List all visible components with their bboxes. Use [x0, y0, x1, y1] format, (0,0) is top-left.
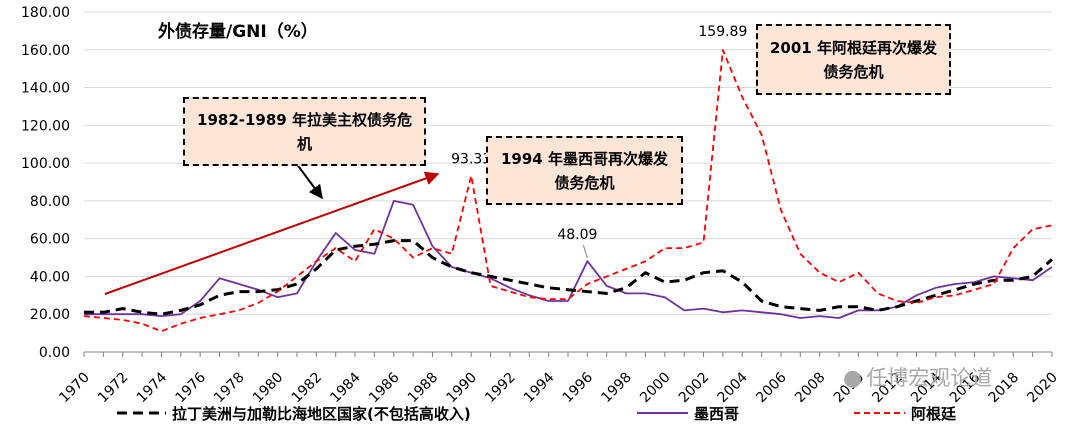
x-tick-label: 1998: [598, 370, 635, 407]
data-label: 48.09: [557, 227, 597, 243]
x-tick-label: 1996: [560, 369, 597, 406]
data-label: 93.33: [451, 152, 491, 168]
y-tick-label: 40.00: [30, 269, 70, 285]
x-tick-label: 2020: [1024, 370, 1061, 407]
x-tick-label: 1972: [95, 370, 132, 407]
trend-arrow: [104, 171, 440, 295]
legend-label-mexico: 墨西哥: [694, 405, 739, 423]
x-tick-label: 1984: [327, 369, 364, 406]
wechat-icon: ●: [843, 366, 863, 391]
y-tick-label: 20.00: [30, 307, 70, 323]
y-tick-label: 140.00: [21, 81, 70, 97]
y-tick-label: 100.00: [21, 156, 70, 172]
point-labels: 93.33 48.09 159.89: [451, 24, 747, 259]
y-tick-label: 60.00: [30, 232, 70, 248]
x-tick-label: 2002: [676, 370, 713, 407]
y-tick-label: 80.00: [30, 194, 70, 210]
x-tick-label: 1980: [250, 370, 287, 407]
y-tick-label: 180.00: [21, 5, 70, 21]
x-tick-label: 2008: [792, 370, 829, 407]
data-label: 159.89: [698, 24, 747, 40]
series-line-argentina: [83, 49, 1053, 333]
data-label-leader: [582, 245, 588, 259]
series-line-latam: [84, 239, 1053, 316]
watermark: ● 任博宏观论道: [843, 362, 992, 392]
x-tick-label: 1976: [172, 369, 209, 406]
x-tick-label: 2006: [753, 369, 790, 406]
legend-label-latam: 拉丁美洲与加勒比海地区国家(不包括高收入): [172, 405, 471, 423]
callout-1982: 1982-1989 年拉美主权债务危机: [183, 97, 426, 166]
x-tick-label: 2000: [637, 370, 674, 407]
chart-title: 外债存量/GNI（%）: [158, 21, 318, 42]
x-tick-label: 1988: [405, 370, 442, 407]
y-tick-label: 160.00: [21, 43, 70, 59]
x-tick-label: 1982: [289, 370, 326, 407]
callout-1994: 1994 年墨西哥再次爆发债务危机: [486, 136, 683, 205]
x-tick-label: 1970: [56, 370, 93, 407]
legend: 拉丁美洲与加勒比海地区国家(不包括高收入) 墨西哥 阿根廷: [117, 405, 957, 423]
series-group: [83, 49, 1053, 333]
x-tick-label: 1974: [134, 369, 171, 406]
x-tick-label: 2004: [715, 369, 752, 406]
x-tick-label: 1986: [366, 369, 403, 406]
watermark-text: 任博宏观论道: [866, 366, 993, 390]
x-tick-label: 1978: [211, 370, 248, 407]
y-axis: 0.00 20.00 40.00 60.00 80.00 100.00 120.00 140.…: [21, 5, 70, 361]
legend-label-argentina: 阿根廷: [911, 405, 957, 423]
callout-2001: 2001 年阿根廷再次爆发债务危机: [756, 24, 951, 95]
x-tick-label: 1994: [521, 369, 558, 406]
series-line-mexico: [84, 199, 1053, 319]
x-tick-label: 1992: [482, 370, 519, 407]
x-tick-label: 1990: [444, 370, 481, 407]
y-tick-label: 120.00: [21, 118, 70, 134]
callout-pointer-arrow: [295, 162, 323, 200]
y-tick-label: 0.00: [39, 345, 70, 361]
